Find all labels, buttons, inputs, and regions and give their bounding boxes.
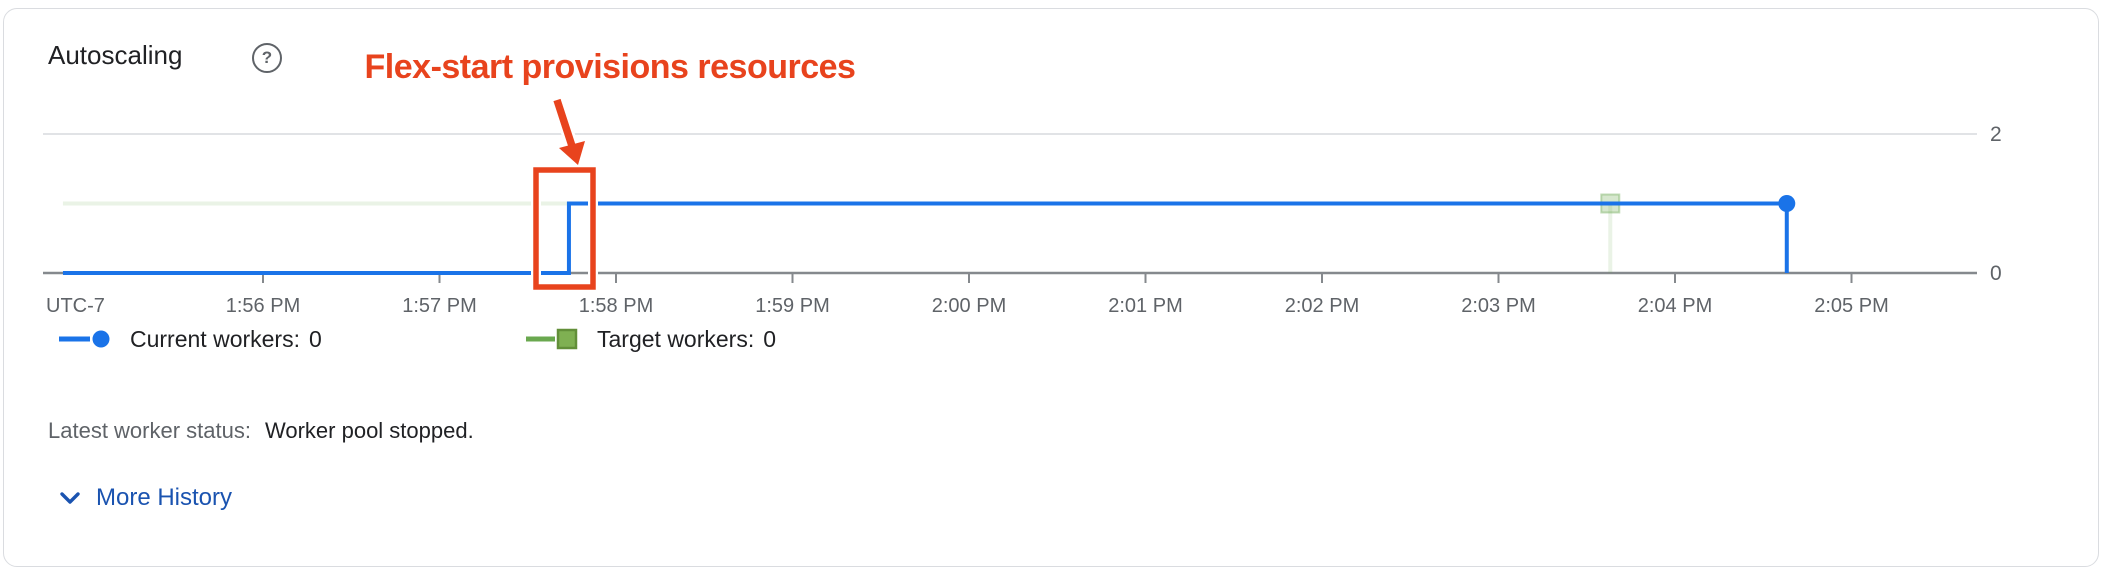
x-tick-label: 1:56 PM bbox=[226, 295, 300, 317]
annotation-arrow-head bbox=[559, 141, 585, 165]
annotation-label: Flex-start provisions resources bbox=[364, 48, 856, 86]
help-icon[interactable]: ? bbox=[252, 43, 282, 73]
x-tick-label: 2:03 PM bbox=[1461, 295, 1535, 317]
chevron-down-icon bbox=[60, 492, 80, 504]
x-tick-label: 2:00 PM bbox=[932, 295, 1006, 317]
highlight-rectangle-halo bbox=[531, 165, 598, 292]
help-icon-glyph: ? bbox=[261, 48, 273, 67]
current-workers-end-marker bbox=[1778, 195, 1796, 212]
more-history-link[interactable]: More History bbox=[58, 484, 232, 512]
series-line-target-workers bbox=[62, 201, 1613, 273]
x-tick-label: 2:01 PM bbox=[1108, 295, 1182, 317]
timezone-label: UTC-7 bbox=[46, 295, 105, 317]
autoscaling-card bbox=[3, 8, 2099, 567]
page-title: Autoscaling bbox=[48, 40, 183, 70]
chart-layer: 1:56 PM 1:57 PM 1:58 PM 1:59 PM 2:00 PM 2:01 … bbox=[43, 123, 2002, 317]
target-workers-marker-icon bbox=[526, 328, 578, 350]
x-tick-label: 1:59 PM bbox=[755, 295, 829, 317]
legend-label-target: Target workers: bbox=[597, 325, 755, 352]
highlight-rectangle bbox=[533, 167, 596, 290]
legend-label-current: Current workers: bbox=[130, 325, 300, 352]
annotation-arrow-shaft bbox=[553, 98, 576, 148]
legend-item-current-workers: Current workers: 0 bbox=[58, 324, 322, 354]
series-line-current-workers bbox=[62, 201, 1789, 275]
x-tick-label: 2:04 PM bbox=[1638, 295, 1712, 317]
x-tick-label: 2:02 PM bbox=[1285, 295, 1359, 317]
y-tick-label: 2 bbox=[1990, 123, 2002, 146]
more-history-label: More History bbox=[96, 484, 233, 511]
legend-value-target: 0 bbox=[763, 325, 777, 352]
current-workers-marker-icon bbox=[59, 330, 110, 348]
worker-status-row: Latest worker status: Worker pool stoppe… bbox=[0, 418, 2102, 448]
chart-legend: Current workers: 0 Target workers: 0 bbox=[0, 324, 2102, 354]
legend-value-current: 0 bbox=[308, 325, 322, 352]
legend-item-target-workers: Target workers: 0 bbox=[525, 324, 776, 354]
x-tick-label: 2:05 PM bbox=[1814, 295, 1888, 317]
flex-start-annotation-shapes bbox=[531, 97, 598, 292]
x-tick-label: 1:57 PM bbox=[402, 295, 476, 317]
worker-status-label: Latest worker status: bbox=[48, 418, 251, 443]
y-tick-label: 0 bbox=[1990, 262, 2002, 285]
x-tick-label: 1:58 PM bbox=[579, 295, 653, 317]
worker-status-value: Worker pool stopped. bbox=[265, 418, 474, 443]
